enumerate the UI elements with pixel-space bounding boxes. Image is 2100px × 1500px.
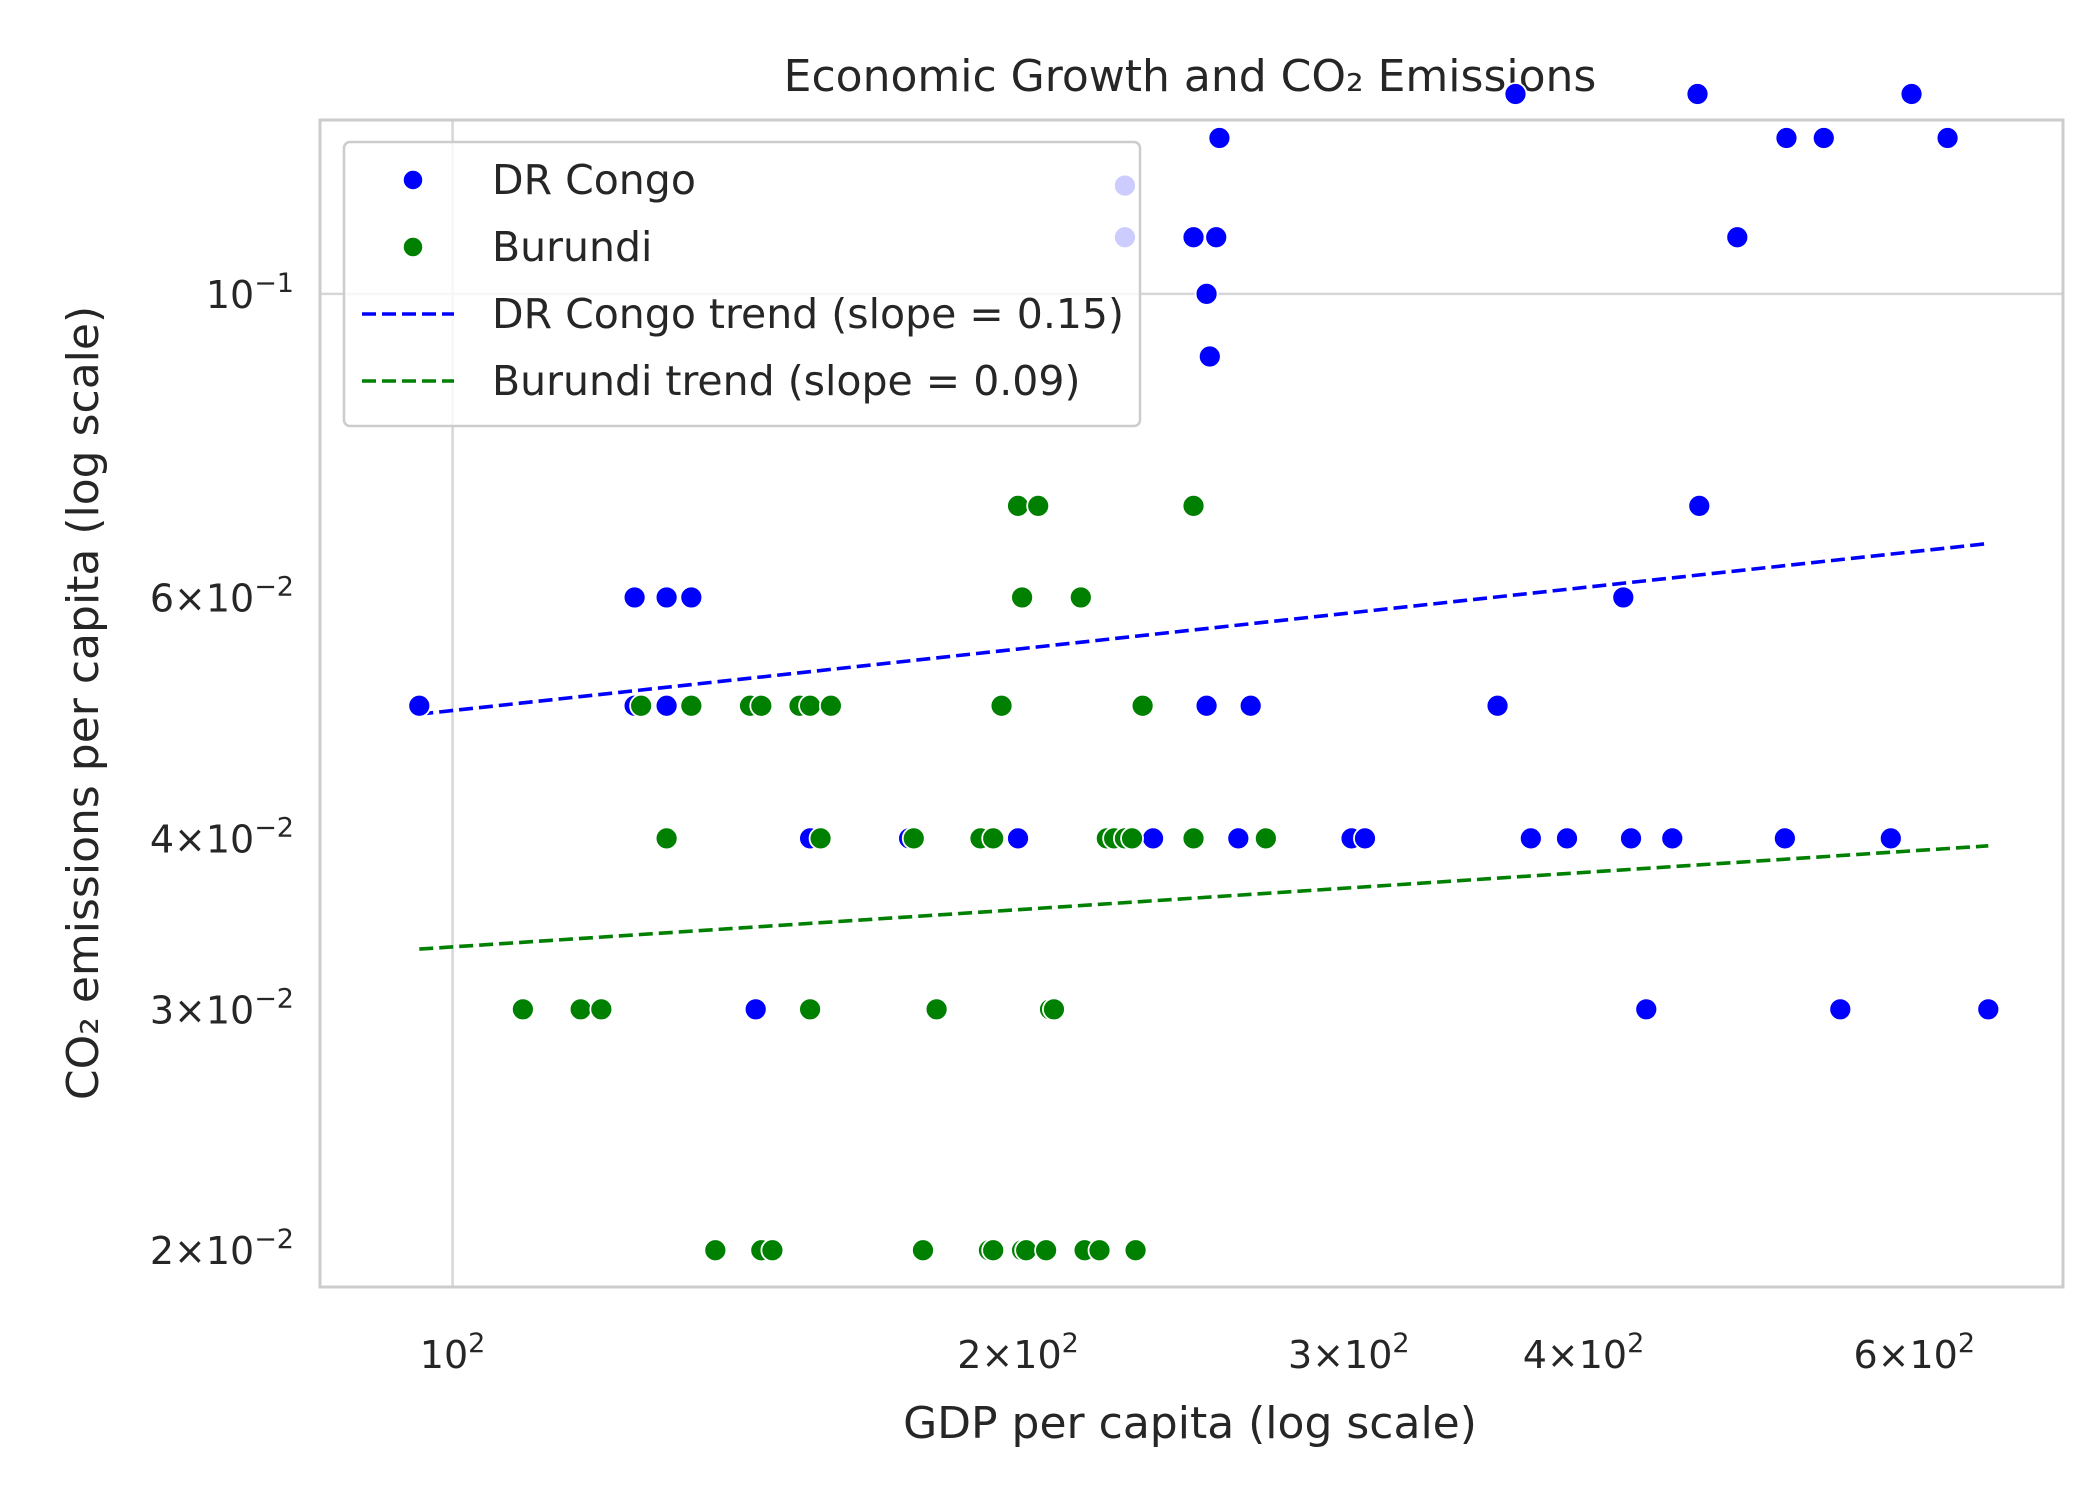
data-point [679, 585, 704, 610]
data-point [911, 1238, 935, 1263]
data-point [760, 1238, 785, 1263]
legend-label: Burundi [492, 223, 652, 271]
x-tick-label: 3×102 [1288, 1328, 1410, 1377]
axes-frame [318, 118, 2065, 1289]
data-point [1353, 826, 1377, 851]
data-point [407, 693, 432, 718]
data-point [924, 997, 949, 1022]
trend-line [419, 541, 1989, 716]
data-point [1485, 693, 1510, 718]
x-tick-label: 6×102 [1853, 1328, 1975, 1377]
data-point [981, 826, 1006, 851]
y-tick-label: 2×10−2 [150, 1224, 294, 1273]
data-point [1619, 826, 1643, 851]
data-point [1253, 826, 1278, 851]
data-point [1194, 282, 1219, 306]
legend-marker [402, 236, 424, 258]
data-point [901, 826, 926, 851]
data-point [798, 997, 823, 1022]
data-point [749, 693, 774, 718]
data-point [1976, 997, 2001, 1022]
data-point [1828, 997, 1853, 1022]
data-point [1772, 826, 1797, 851]
data-point [981, 1238, 1006, 1263]
data-point [1130, 693, 1155, 718]
data-point [1634, 997, 1659, 1022]
data-point [1899, 82, 1924, 106]
data-point [703, 1238, 728, 1263]
data-point [1687, 493, 1712, 518]
data-point [808, 826, 833, 851]
y-tick-label: 6×10−2 [150, 571, 294, 620]
data-point [568, 997, 593, 1022]
y-tick-label: 10−1 [206, 268, 294, 317]
data-point [989, 693, 1014, 718]
data-point [743, 997, 768, 1022]
plot-area: 102 2×102 3×102 4×102 6×102 10−1 6×10−2 4×10−2 3… [150, 82, 2065, 1377]
data-point [1238, 693, 1263, 718]
data-point [1878, 826, 1903, 851]
data-point [589, 997, 614, 1022]
data-point [510, 997, 535, 1022]
data-point [654, 693, 679, 718]
y-tick-label: 4×10−2 [150, 812, 294, 861]
data-point [1141, 826, 1165, 851]
data-point [1935, 126, 1960, 150]
data-point [1197, 344, 1222, 369]
data-point [1660, 826, 1685, 851]
data-point [1685, 82, 1710, 106]
x-tick-label: 102 [420, 1328, 486, 1377]
data-point [1042, 997, 1066, 1022]
x-tick-label: 2×102 [957, 1328, 1079, 1377]
data-point [622, 585, 647, 610]
trend-line [419, 844, 1989, 951]
data-point [654, 826, 679, 851]
legend-label: DR Congo [492, 156, 696, 204]
data-point [1194, 693, 1219, 718]
data-point [1120, 826, 1144, 851]
legend-marker [402, 169, 424, 191]
chart-title: Economic Growth and CO₂ Emissions [784, 51, 1597, 102]
data-point [1774, 126, 1799, 150]
data-point [798, 693, 823, 718]
data-point [1725, 225, 1750, 250]
legend-label: Burundi trend (slope = 0.09) [492, 357, 1080, 405]
data-point [1068, 585, 1093, 610]
data-point [818, 693, 843, 718]
data-point [1034, 1238, 1059, 1263]
data-point [1611, 585, 1636, 610]
data-point [1026, 493, 1051, 518]
data-point [1123, 1238, 1148, 1263]
data-point [1014, 1238, 1039, 1263]
data-point [1207, 126, 1232, 150]
y-axis-label: CO₂ emissions per capita (log scale) [58, 306, 109, 1100]
data-point [1006, 493, 1030, 518]
data-point [1518, 826, 1543, 851]
data-point [629, 693, 654, 718]
legend-frame [342, 140, 1142, 428]
data-point [1010, 585, 1035, 610]
data-point [1181, 826, 1206, 851]
legend: DR Congo Burundi DR Congo trend (slope = 0… [342, 140, 1142, 428]
data-point [1181, 493, 1206, 518]
data-point [1555, 826, 1579, 851]
data-point [1006, 826, 1030, 851]
x-tick-label: 4×102 [1523, 1328, 1645, 1377]
data-point [1087, 1238, 1112, 1263]
data-point [1226, 826, 1251, 851]
data-point [1204, 225, 1229, 250]
data-point [654, 585, 679, 610]
data-point [679, 693, 704, 718]
data-point [1181, 225, 1206, 250]
data-point [1811, 126, 1836, 150]
legend-label: DR Congo trend (slope = 0.15) [492, 290, 1124, 338]
y-tick-label: 3×10−2 [150, 983, 294, 1032]
x-axis-label: GDP per capita (log scale) [903, 1398, 1477, 1449]
data-point [1503, 82, 1528, 106]
